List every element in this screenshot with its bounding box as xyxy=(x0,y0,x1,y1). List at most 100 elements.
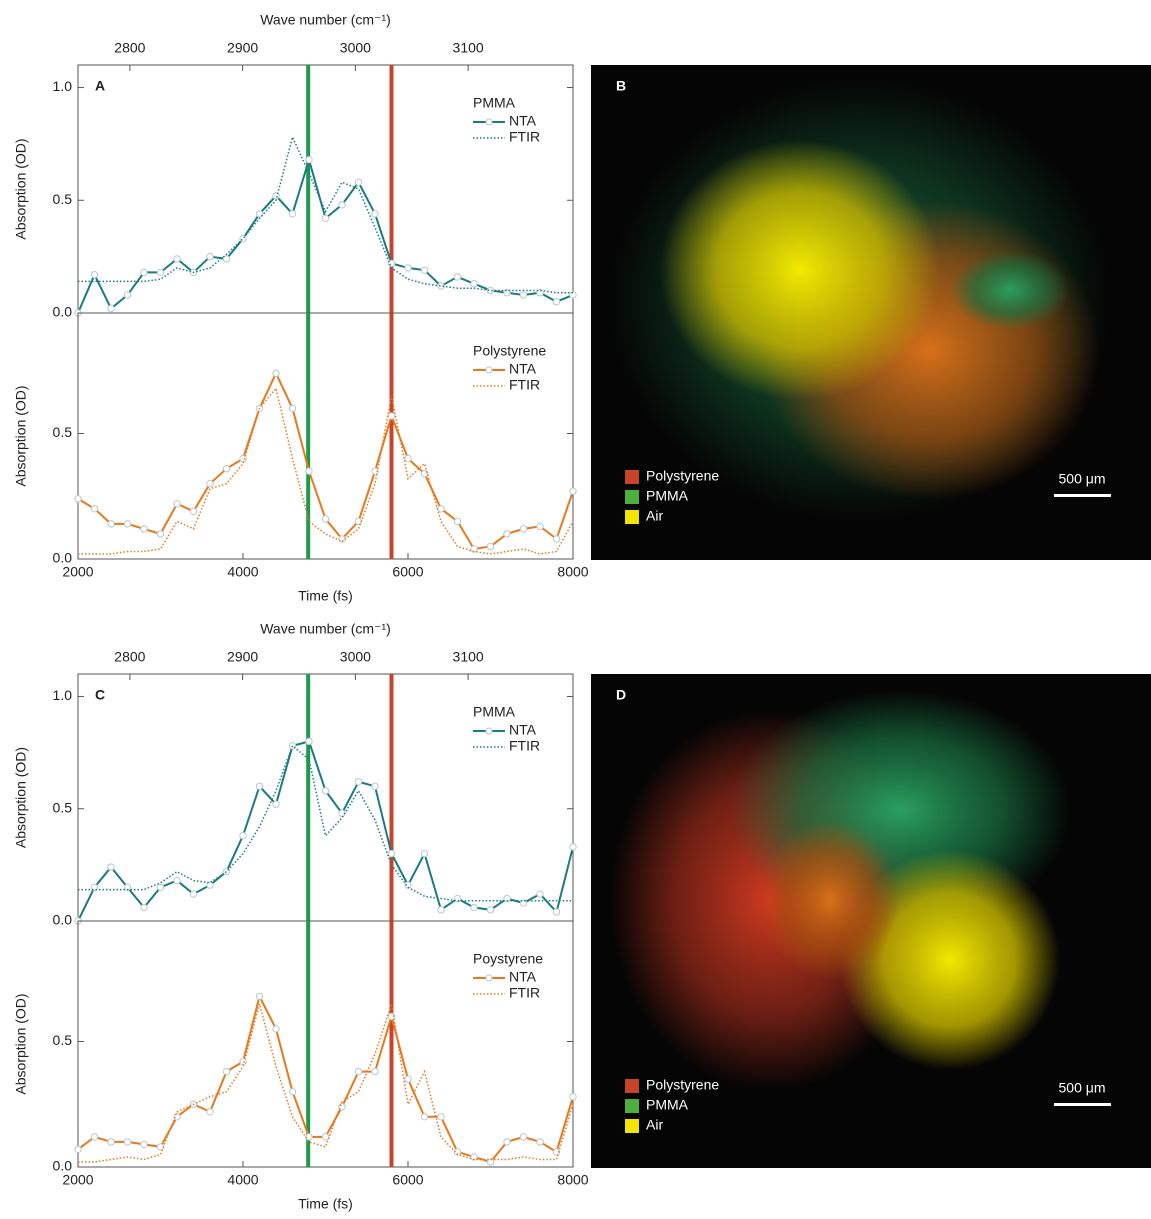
x-tick-label: 4000 xyxy=(227,1172,258,1188)
data-point xyxy=(173,876,181,885)
x-tick-label: 2000 xyxy=(62,564,93,580)
data-point xyxy=(272,800,280,808)
x-tick-label: 6000 xyxy=(392,1172,423,1188)
y-tick-label: 0.5 xyxy=(53,191,73,207)
data-point xyxy=(552,908,561,916)
legend-label: FTIR xyxy=(509,377,540,393)
data-point xyxy=(107,863,115,871)
data-point xyxy=(552,1148,561,1156)
legend-marker xyxy=(485,727,493,735)
legend-label: Air xyxy=(646,1117,663,1133)
x-axis-label: Time (fs) xyxy=(298,588,353,604)
y-tick-label: 0.0 xyxy=(53,304,73,320)
legend-label: FTIR xyxy=(509,738,540,754)
data-point xyxy=(140,525,148,533)
data-point xyxy=(107,304,115,313)
data-point xyxy=(255,992,264,1001)
data-point xyxy=(503,894,511,903)
legend-title: Poystyrene xyxy=(473,951,543,967)
legend-swatch xyxy=(625,510,639,524)
legend-marker xyxy=(485,366,493,374)
data-point xyxy=(387,849,396,858)
x2-axis-label: Wave number (cm⁻¹) xyxy=(260,621,391,637)
data-point xyxy=(404,264,412,272)
data-point xyxy=(321,1133,330,1141)
data-point xyxy=(371,1067,379,1076)
data-point xyxy=(519,525,528,533)
y-tick-label: 0.5 xyxy=(53,1032,73,1048)
legend-title: PMMA xyxy=(473,95,516,111)
series-line xyxy=(78,744,573,902)
data-point xyxy=(552,535,561,543)
data-point xyxy=(569,291,577,299)
data-point xyxy=(90,270,99,279)
legend-label: NTA xyxy=(509,113,537,129)
data-point xyxy=(222,464,231,473)
data-point xyxy=(123,291,132,299)
data-point xyxy=(206,479,214,488)
data-point xyxy=(107,1138,115,1146)
data-point xyxy=(255,210,264,218)
legend-label: PMMA xyxy=(646,488,689,504)
data-point xyxy=(536,1138,544,1146)
series-line xyxy=(77,370,574,551)
data-point xyxy=(437,906,445,914)
data-point xyxy=(189,890,198,898)
scale-bar xyxy=(1054,494,1111,497)
data-point xyxy=(272,192,280,200)
plot-frame xyxy=(77,920,574,1168)
data-point xyxy=(140,268,148,277)
data-point xyxy=(338,201,346,209)
y-axis-label: Absorption (OD) xyxy=(13,138,29,239)
data-point xyxy=(371,782,379,790)
data-point xyxy=(156,530,165,538)
y-tick-label: 0.5 xyxy=(53,424,73,440)
data-point xyxy=(156,268,165,277)
x2-tick-label: 3100 xyxy=(453,40,484,56)
data-point xyxy=(404,881,412,889)
data-point xyxy=(354,778,363,786)
data-point xyxy=(354,1067,363,1076)
data-point xyxy=(239,234,247,243)
data-point xyxy=(321,515,330,523)
data-point xyxy=(272,1025,280,1033)
x-tick-label: 8000 xyxy=(557,1172,588,1188)
series-line xyxy=(78,386,574,555)
data-point xyxy=(305,737,313,746)
data-point xyxy=(173,1113,181,1121)
data-point xyxy=(569,487,577,495)
data-point xyxy=(569,843,577,851)
y-tick-label: 1.0 xyxy=(53,687,73,703)
x2-tick-label: 3000 xyxy=(340,649,371,665)
data-point xyxy=(305,467,313,475)
y-tick-label: 0.0 xyxy=(53,550,73,566)
legend-label: NTA xyxy=(509,361,537,377)
data-point xyxy=(470,903,478,912)
panel-label: C xyxy=(95,687,105,703)
data-point xyxy=(123,883,132,892)
data-point xyxy=(420,266,429,274)
x2-tick-label: 2900 xyxy=(227,40,258,56)
legend-swatch xyxy=(625,1119,639,1133)
data-point xyxy=(222,1067,231,1076)
data-point xyxy=(173,255,181,263)
scale-bar-label: 500 μm xyxy=(1059,471,1106,487)
legend-label: FTIR xyxy=(509,129,540,145)
data-point xyxy=(486,1158,495,1166)
data-point xyxy=(321,214,330,223)
data-point xyxy=(420,1113,429,1121)
data-point xyxy=(470,279,478,288)
legend-title: PMMA xyxy=(473,704,516,720)
legend-swatch xyxy=(625,1079,639,1093)
data-point xyxy=(305,155,313,164)
x2-tick-label: 3000 xyxy=(340,40,371,56)
x-tick-label: 4000 xyxy=(227,564,258,580)
data-point xyxy=(90,1133,99,1141)
data-point xyxy=(354,178,363,186)
legend-label: FTIR xyxy=(509,985,540,1001)
data-point xyxy=(321,787,330,795)
image-region xyxy=(760,820,900,980)
data-point xyxy=(486,286,495,295)
data-point xyxy=(404,1075,412,1083)
